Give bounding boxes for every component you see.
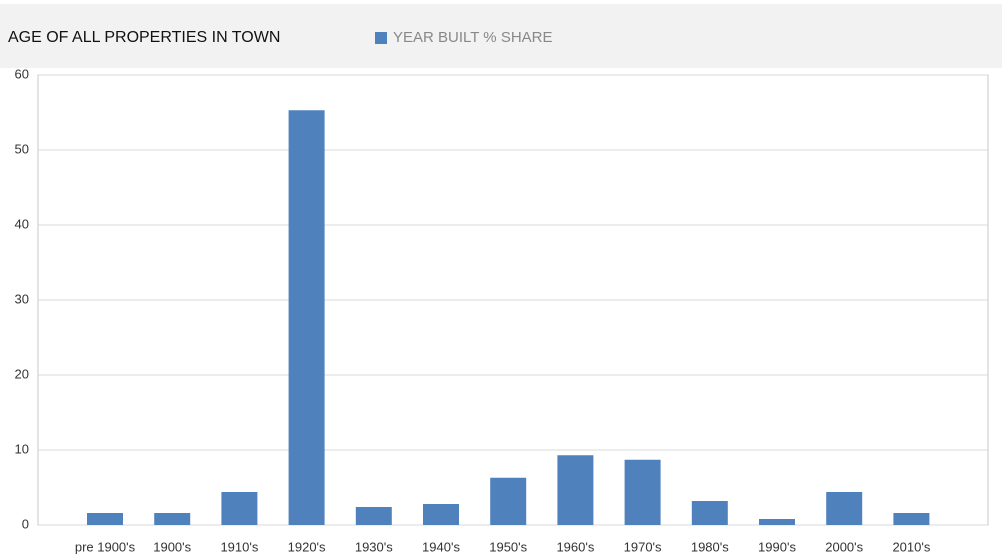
y-tick-label: 40 [15,216,29,231]
x-tick-label: 1920's [288,539,326,554]
header-band [0,4,1002,68]
bar [826,492,863,525]
x-tick-label: 1960's [556,539,594,554]
bar [557,455,594,525]
x-tick-label: 1970's [624,539,662,554]
bar [624,459,661,525]
bar [154,513,191,525]
bar [759,519,795,525]
x-tick-label: 2000's [825,539,863,554]
bar [490,477,527,525]
bar [288,110,325,525]
x-tick-label: 1940's [422,539,460,554]
y-tick-label: 50 [15,141,29,156]
y-tick-label: 30 [15,291,29,306]
x-tick-label: 1930's [355,539,393,554]
x-tick-label: 1900's [153,539,191,554]
bar [893,513,930,525]
y-tick-label: 10 [15,441,29,456]
y-tick-label: 0 [22,516,29,531]
y-tick-label: 60 [15,66,29,81]
legend-swatch [375,32,387,44]
y-tick-label: 20 [15,366,29,381]
bar [355,507,392,525]
x-tick-label: 1980's [691,539,729,554]
bar [221,492,258,525]
x-tick-label: pre 1900's [75,539,136,554]
bar [691,501,728,525]
x-tick-label: 1990's [758,539,796,554]
x-tick-label: 1910's [220,539,258,554]
chart-title: AGE OF ALL PROPERTIES IN TOWN [8,29,280,46]
bar [423,504,459,525]
bar [87,513,123,525]
x-tick-label: 2010's [892,539,930,554]
x-tick-label: 1950's [489,539,527,554]
legend-label: YEAR BUILT % SHARE [393,29,553,46]
